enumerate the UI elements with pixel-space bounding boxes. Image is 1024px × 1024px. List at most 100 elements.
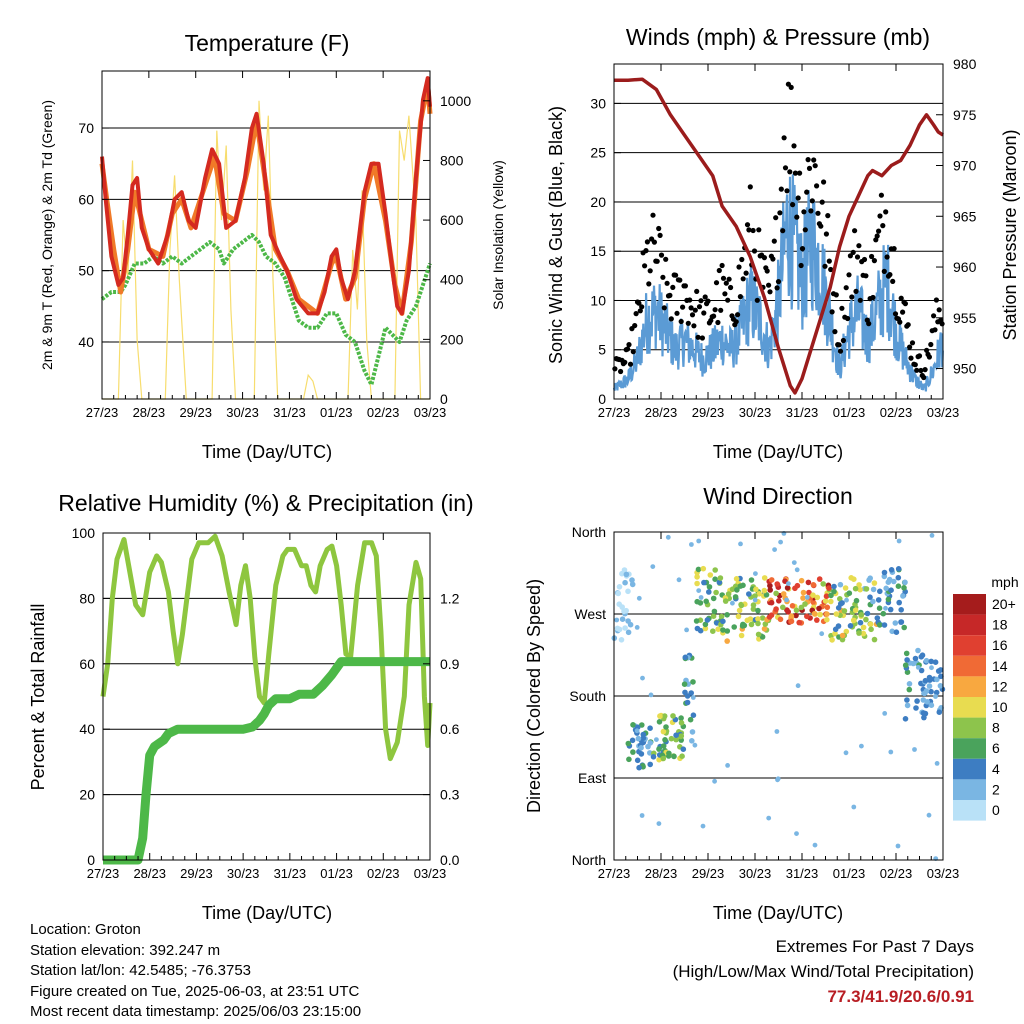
direction-point bbox=[929, 533, 935, 538]
direction-point bbox=[863, 616, 869, 623]
gust-point bbox=[897, 319, 903, 325]
direction-point bbox=[638, 751, 645, 757]
direction-point bbox=[895, 843, 901, 849]
direction-point bbox=[706, 589, 712, 595]
x-tick-label: 28/23 bbox=[645, 866, 678, 881]
direction-point bbox=[926, 812, 932, 818]
gust-point bbox=[705, 298, 711, 304]
gust-point bbox=[823, 231, 830, 237]
colorbar-swatch bbox=[953, 635, 986, 656]
direction-point bbox=[938, 673, 944, 680]
y2-tick-label: 0.0 bbox=[440, 852, 460, 868]
gust-point bbox=[687, 297, 693, 303]
direction-point bbox=[874, 615, 881, 621]
direction-point bbox=[673, 732, 679, 738]
direction-point bbox=[842, 585, 849, 591]
direction-point bbox=[856, 630, 862, 636]
direction-point bbox=[934, 676, 940, 683]
x-tick-label: 31/23 bbox=[273, 405, 306, 420]
gust-point bbox=[846, 272, 852, 278]
gust-point bbox=[716, 267, 722, 274]
direction-point bbox=[636, 595, 642, 601]
gust-point bbox=[797, 170, 803, 176]
direction-point bbox=[634, 757, 641, 764]
direction-point bbox=[843, 750, 849, 756]
direction-point bbox=[720, 618, 726, 625]
direction-point bbox=[883, 605, 888, 611]
colorbar-swatch bbox=[953, 738, 986, 759]
direction-point bbox=[768, 599, 775, 606]
gust-point bbox=[861, 256, 868, 263]
direction-point bbox=[880, 610, 887, 617]
direction-point bbox=[816, 605, 822, 612]
direction-point bbox=[663, 724, 669, 730]
gust-point bbox=[852, 228, 858, 234]
direction-point bbox=[841, 608, 848, 614]
colorbar-swatch bbox=[953, 758, 986, 780]
temperature-xlabel: Time (Day/UTC) bbox=[202, 442, 332, 462]
direction-point bbox=[650, 564, 656, 569]
gust-point bbox=[639, 304, 645, 310]
direction-point bbox=[640, 675, 645, 681]
y-tick-label: 15 bbox=[590, 243, 606, 259]
y2-tick-label: 200 bbox=[440, 331, 464, 347]
gust-point bbox=[696, 304, 703, 310]
direction-point bbox=[656, 746, 662, 752]
gust-point bbox=[792, 170, 799, 176]
gust-point bbox=[921, 374, 927, 381]
gust-point bbox=[656, 225, 662, 232]
gust-point bbox=[647, 268, 653, 274]
gust-point bbox=[907, 344, 913, 350]
direction-point bbox=[759, 634, 766, 640]
direction-point bbox=[891, 578, 897, 585]
wind-direction-ylabel: Direction (Colored By Speed) bbox=[524, 579, 544, 813]
gust-point bbox=[712, 307, 718, 313]
direction-point bbox=[826, 585, 832, 591]
direction-point bbox=[744, 617, 751, 624]
direction-point bbox=[647, 740, 654, 746]
direction-point bbox=[784, 585, 791, 591]
colorbar-swatch bbox=[953, 614, 986, 636]
direction-point bbox=[682, 654, 689, 661]
gust-point bbox=[818, 223, 824, 229]
station-elevation: Station elevation: 392.247 m bbox=[30, 941, 221, 959]
gust-point bbox=[939, 321, 945, 327]
direction-point bbox=[616, 584, 623, 590]
gust-point bbox=[677, 277, 683, 283]
direction-point bbox=[634, 625, 640, 630]
gust-point bbox=[668, 316, 674, 322]
extremes-subtitle: (High/Low/Max Wind/Total Precipitation) bbox=[672, 962, 974, 981]
direction-point bbox=[761, 587, 768, 594]
y-tick-label: North bbox=[572, 852, 606, 868]
direction-point bbox=[824, 604, 831, 611]
direction-point bbox=[773, 590, 779, 597]
wind-direction-panel: Wind Direction 27/23 28/23 29/23 30/23 31/23… bbox=[524, 483, 1019, 923]
colorbar-label: 8 bbox=[992, 720, 1000, 736]
direction-point bbox=[755, 620, 761, 627]
gust-point bbox=[905, 322, 911, 328]
direction-point bbox=[780, 604, 786, 611]
direction-point bbox=[887, 606, 894, 613]
direction-point bbox=[750, 606, 757, 612]
direction-point bbox=[710, 628, 716, 634]
direction-point bbox=[681, 681, 688, 687]
gust-point bbox=[626, 342, 632, 348]
gust-point bbox=[726, 276, 732, 282]
gust-point bbox=[657, 232, 663, 238]
y-tick-label: 70 bbox=[78, 120, 94, 136]
gust-point bbox=[695, 334, 701, 340]
gust-point bbox=[744, 222, 751, 228]
direction-point bbox=[926, 674, 933, 681]
gust-point bbox=[798, 262, 804, 269]
gust-point bbox=[926, 354, 933, 360]
gust-point bbox=[787, 169, 793, 175]
direction-point bbox=[824, 611, 830, 617]
x-tick-label: 01/23 bbox=[320, 405, 353, 420]
temperature-2m-line bbox=[100, 76, 432, 316]
x-tick-label: 31/23 bbox=[274, 866, 307, 881]
direction-points bbox=[611, 531, 946, 861]
direction-point bbox=[860, 624, 867, 631]
gust-point bbox=[737, 294, 744, 300]
direction-point bbox=[712, 576, 718, 582]
colorbar-label: 6 bbox=[992, 740, 1000, 756]
